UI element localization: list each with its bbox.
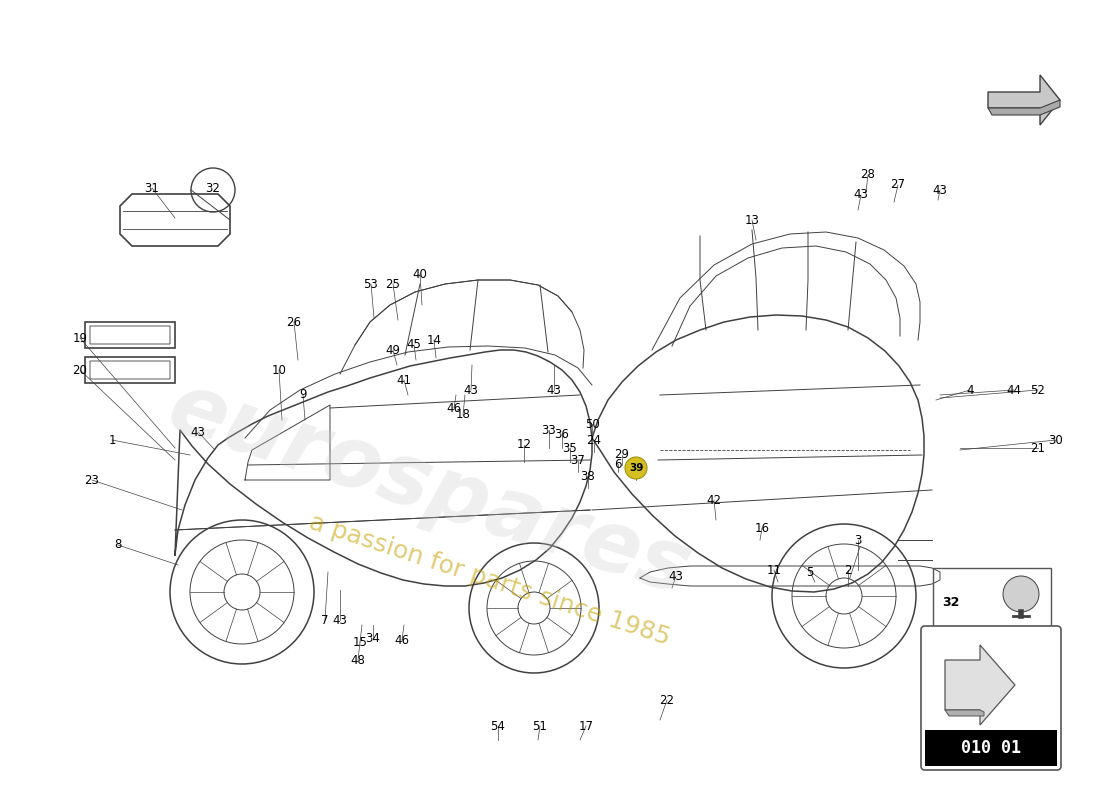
Text: 35: 35 <box>562 442 578 454</box>
Text: 40: 40 <box>412 267 428 281</box>
Text: 27: 27 <box>891 178 905 191</box>
Text: 23: 23 <box>85 474 99 486</box>
Text: 54: 54 <box>491 719 505 733</box>
Text: 2: 2 <box>845 563 851 577</box>
Text: 15: 15 <box>353 635 367 649</box>
Text: 41: 41 <box>396 374 411 386</box>
Text: 20: 20 <box>73 363 87 377</box>
Text: 3: 3 <box>855 534 861 546</box>
Text: 10: 10 <box>272 363 286 377</box>
Polygon shape <box>988 100 1060 115</box>
Text: 37: 37 <box>571 454 585 467</box>
Text: 22: 22 <box>660 694 674 706</box>
Text: 26: 26 <box>286 315 301 329</box>
Bar <box>933 568 1050 636</box>
Bar <box>925 730 1057 766</box>
Text: 28: 28 <box>860 169 876 182</box>
Text: 45: 45 <box>407 338 421 351</box>
Text: 48: 48 <box>351 654 365 666</box>
Text: 25: 25 <box>386 278 400 290</box>
Text: 49: 49 <box>385 343 400 357</box>
Text: 33: 33 <box>541 423 557 437</box>
Text: 6: 6 <box>614 458 622 470</box>
Text: 24: 24 <box>586 434 602 446</box>
Text: 9: 9 <box>299 389 307 402</box>
Text: 51: 51 <box>532 719 548 733</box>
Text: 44: 44 <box>1006 383 1022 397</box>
Text: eurospares: eurospares <box>158 366 702 614</box>
Text: 39: 39 <box>629 463 644 473</box>
Text: 32: 32 <box>943 595 959 609</box>
Circle shape <box>625 457 647 479</box>
Text: 52: 52 <box>1031 383 1045 397</box>
Text: 13: 13 <box>745 214 759 226</box>
Text: 010 01: 010 01 <box>961 739 1021 757</box>
Text: 16: 16 <box>755 522 770 534</box>
Text: 43: 43 <box>332 614 348 626</box>
Text: 43: 43 <box>463 383 478 397</box>
Text: 53: 53 <box>364 278 378 290</box>
Polygon shape <box>945 710 984 716</box>
Text: 43: 43 <box>854 189 868 202</box>
Text: 19: 19 <box>73 331 88 345</box>
Text: 50: 50 <box>584 418 600 430</box>
Text: 36: 36 <box>554 427 570 441</box>
Text: 43: 43 <box>190 426 206 438</box>
Text: 34: 34 <box>365 631 381 645</box>
Text: 43: 43 <box>669 570 683 582</box>
Text: 5: 5 <box>806 566 814 578</box>
Text: 12: 12 <box>517 438 531 451</box>
Text: 46: 46 <box>395 634 409 646</box>
Text: 17: 17 <box>579 719 594 733</box>
Text: 18: 18 <box>455 409 471 422</box>
Polygon shape <box>945 645 1015 725</box>
Text: a passion for parts since 1985: a passion for parts since 1985 <box>307 510 673 650</box>
Text: 30: 30 <box>1048 434 1064 446</box>
Circle shape <box>1003 576 1040 612</box>
Text: 1: 1 <box>108 434 115 446</box>
Text: 31: 31 <box>144 182 159 194</box>
Text: 21: 21 <box>1031 442 1045 454</box>
Text: 38: 38 <box>581 470 595 483</box>
Polygon shape <box>988 75 1060 125</box>
Text: 32: 32 <box>206 182 220 194</box>
Text: 4: 4 <box>966 383 974 397</box>
Text: 7: 7 <box>321 614 329 626</box>
Text: 43: 43 <box>933 183 947 197</box>
Text: 46: 46 <box>447 402 462 414</box>
Text: 43: 43 <box>547 383 561 397</box>
FancyBboxPatch shape <box>921 626 1062 770</box>
Text: 42: 42 <box>706 494 722 506</box>
Text: 14: 14 <box>427 334 441 346</box>
Text: 8: 8 <box>114 538 122 551</box>
Text: 11: 11 <box>767 563 781 577</box>
Text: 29: 29 <box>615 449 629 462</box>
